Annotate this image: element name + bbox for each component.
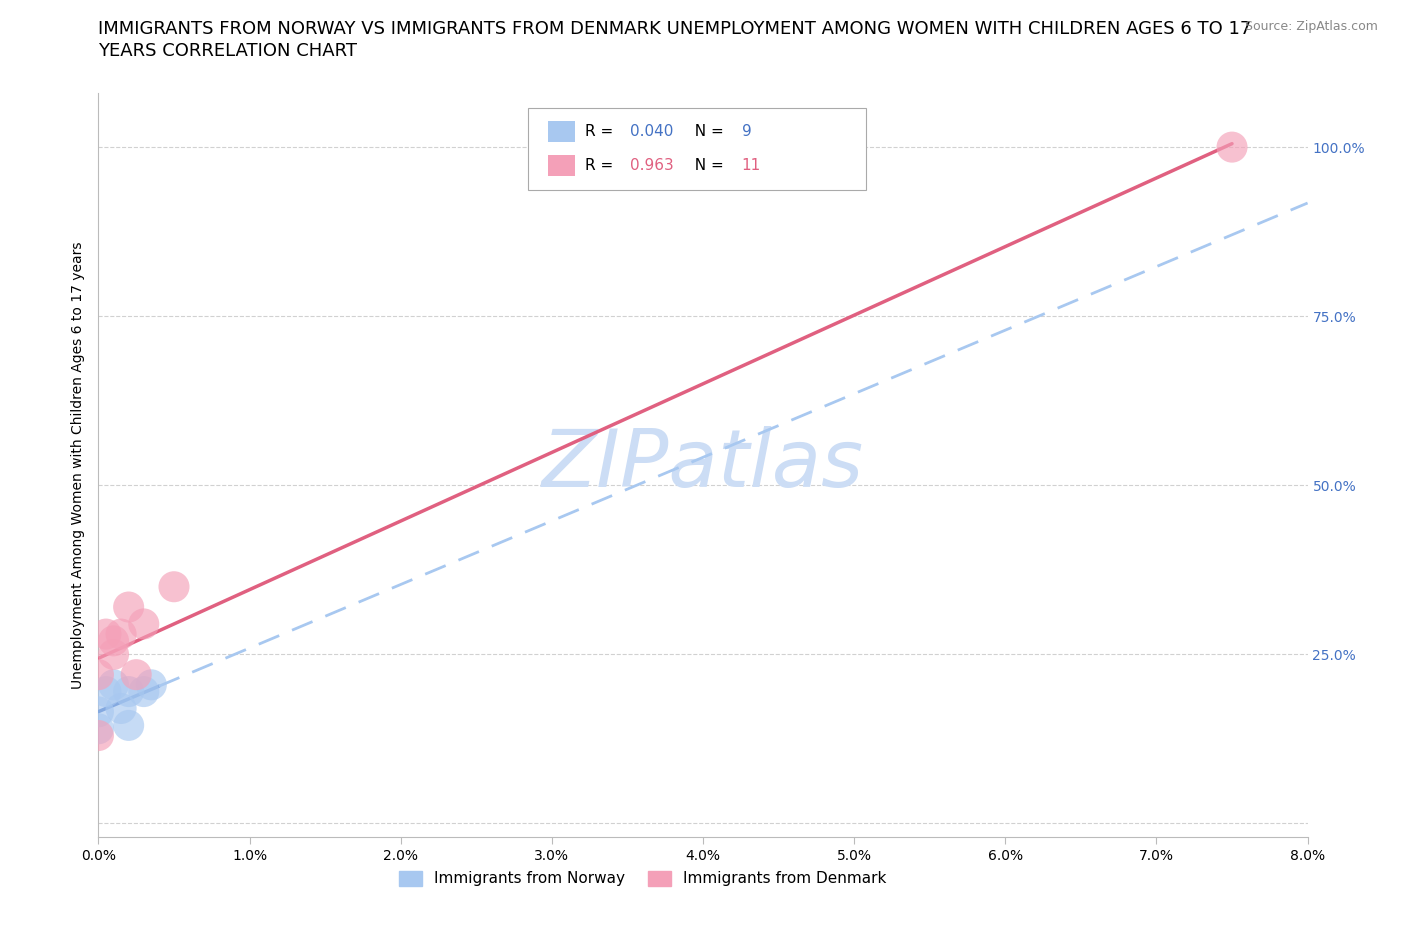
Text: Source: ZipAtlas.com: Source: ZipAtlas.com: [1244, 20, 1378, 33]
Point: [87, 667, 110, 682]
Bar: [548, 121, 575, 142]
Point: [132, 617, 155, 631]
Point: [87, 722, 110, 737]
Point: [103, 647, 125, 662]
Point: [87, 704, 110, 719]
Text: R =: R =: [585, 125, 617, 140]
FancyBboxPatch shape: [527, 108, 866, 190]
Point: [118, 600, 141, 615]
Text: 11: 11: [742, 158, 761, 173]
Text: 0.963: 0.963: [630, 158, 675, 173]
Point: [110, 701, 132, 716]
Point: [125, 667, 148, 682]
Point: [118, 718, 141, 733]
Text: IMMIGRANTS FROM NORWAY VS IMMIGRANTS FROM DENMARK UNEMPLOYMENT AMONG WOMEN WITH : IMMIGRANTS FROM NORWAY VS IMMIGRANTS FRO…: [98, 20, 1251, 38]
Text: N =: N =: [685, 158, 728, 173]
Bar: [548, 154, 575, 176]
Legend: Immigrants from Norway, Immigrants from Denmark: Immigrants from Norway, Immigrants from …: [392, 864, 893, 893]
Point: [132, 684, 155, 699]
Point: [87, 728, 110, 743]
Point: [103, 633, 125, 648]
Y-axis label: Unemployment Among Women with Children Ages 6 to 17 years: Unemployment Among Women with Children A…: [72, 241, 86, 689]
Point: [94, 627, 117, 642]
Point: [163, 579, 186, 594]
Point: [1220, 140, 1243, 154]
Text: 0.040: 0.040: [630, 125, 673, 140]
Text: 9: 9: [742, 125, 751, 140]
Text: N =: N =: [685, 125, 728, 140]
Point: [94, 684, 117, 699]
Point: [110, 627, 132, 642]
Text: R =: R =: [585, 158, 617, 173]
Point: [118, 684, 141, 699]
Text: YEARS CORRELATION CHART: YEARS CORRELATION CHART: [98, 42, 357, 60]
Text: ZIPatlas: ZIPatlas: [541, 426, 865, 504]
Point: [141, 677, 163, 692]
Point: [103, 677, 125, 692]
